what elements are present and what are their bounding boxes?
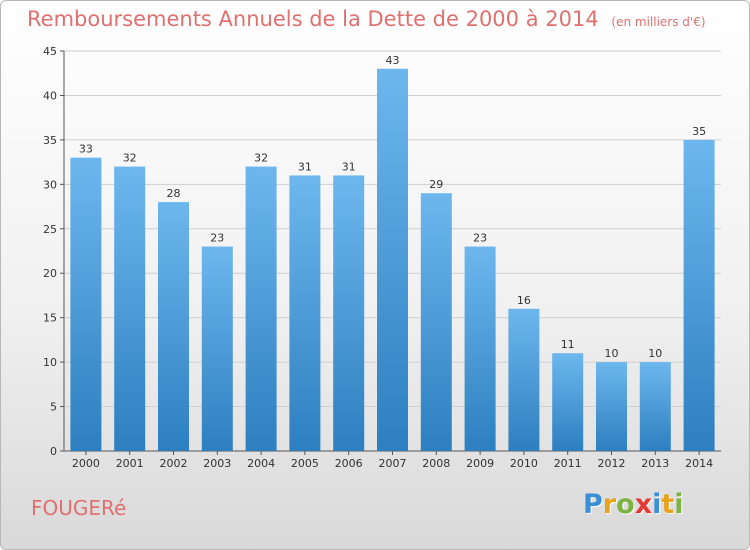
x-tick-label: 2014 xyxy=(685,457,713,470)
data-label: 23 xyxy=(210,232,224,245)
x-tick-label: 2001 xyxy=(116,457,144,470)
data-label: 33 xyxy=(79,143,93,156)
chart-title-text: Remboursements Annuels de la Dette de 20… xyxy=(27,7,599,31)
x-tick-label: 2002 xyxy=(160,457,188,470)
bar xyxy=(420,193,452,451)
data-label: 10 xyxy=(605,347,619,360)
bar xyxy=(683,139,715,451)
data-label: 31 xyxy=(342,160,356,173)
x-tick-label: 2013 xyxy=(641,457,669,470)
x-tick-label: 2007 xyxy=(379,457,407,470)
y-tick-label: 0 xyxy=(50,445,57,458)
bar xyxy=(639,362,671,451)
y-tick-label: 15 xyxy=(43,312,57,325)
x-tick-label: 2012 xyxy=(598,457,626,470)
data-label: 32 xyxy=(123,152,137,165)
y-tick-label: 25 xyxy=(43,223,57,236)
x-tick-label: 2011 xyxy=(554,457,582,470)
data-label: 16 xyxy=(517,294,531,307)
logo-letter: P xyxy=(583,489,603,520)
logo-letter: o xyxy=(616,489,635,520)
x-tick-label: 2006 xyxy=(335,457,363,470)
data-label: 29 xyxy=(429,178,443,191)
logo-letter: i xyxy=(652,489,662,520)
x-tick-label: 2009 xyxy=(466,457,494,470)
y-tick-label: 5 xyxy=(50,401,57,414)
x-tick-label: 2010 xyxy=(510,457,538,470)
x-tick-label: 2005 xyxy=(291,457,319,470)
data-label: 28 xyxy=(167,187,181,200)
data-label: 35 xyxy=(692,125,706,138)
data-label: 32 xyxy=(254,152,268,165)
bar xyxy=(333,175,365,451)
x-tick-label: 2003 xyxy=(203,457,231,470)
logo-letter: i xyxy=(674,489,684,520)
bar xyxy=(114,166,146,452)
logo-letter: r xyxy=(602,489,617,520)
data-label: 31 xyxy=(298,160,312,173)
proxiti-logo: Proxiti xyxy=(583,489,684,520)
y-tick-label: 45 xyxy=(43,45,57,58)
data-label: 43 xyxy=(386,54,400,67)
bar xyxy=(377,68,408,452)
chart-subtitle: (en milliers d'€) xyxy=(611,15,706,29)
y-tick-label: 35 xyxy=(43,134,57,147)
y-tick-label: 40 xyxy=(43,89,57,102)
bar xyxy=(245,166,277,452)
bar xyxy=(596,362,627,451)
x-tick-label: 2004 xyxy=(247,457,275,470)
commune-name: FOUGERé xyxy=(31,496,127,520)
data-label: 10 xyxy=(648,347,662,360)
x-tick-label: 2000 xyxy=(72,457,100,470)
bar xyxy=(464,246,496,451)
logo-letter: t xyxy=(661,489,675,520)
bar xyxy=(552,353,584,451)
bar xyxy=(158,202,189,451)
logo-letter: x xyxy=(634,489,653,520)
chart-title: Remboursements Annuels de la Dette de 20… xyxy=(27,7,706,31)
data-label: 11 xyxy=(561,338,575,351)
bar xyxy=(508,308,540,451)
bar xyxy=(201,246,233,451)
y-tick-label: 10 xyxy=(43,356,57,369)
y-tick-label: 20 xyxy=(43,267,57,280)
y-tick-label: 30 xyxy=(43,178,57,191)
x-tick-label: 2008 xyxy=(422,457,450,470)
bar xyxy=(70,157,102,451)
bar xyxy=(289,175,321,451)
data-label: 23 xyxy=(473,232,487,245)
